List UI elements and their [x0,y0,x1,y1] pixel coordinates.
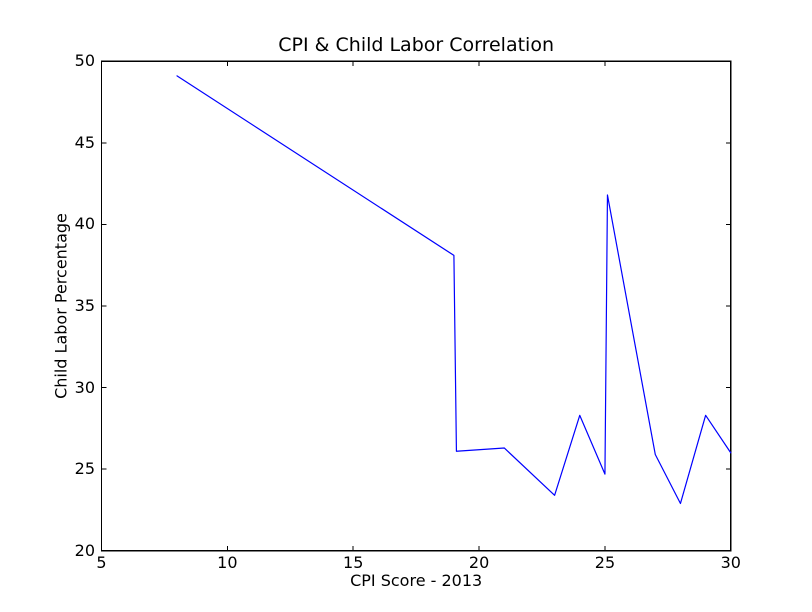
x-tick-label: 20 [468,552,490,572]
y-tick-label: 35 [74,296,95,315]
y-tick-label: 20 [74,540,95,560]
x-tick-label: 25 [594,552,616,572]
y-tick-label: 30 [74,377,95,397]
x-tick-label: 5 [96,552,107,572]
x-tick-label: 30 [720,552,741,572]
y-tick-label: 25 [74,459,95,479]
y-tick-label: 50 [74,51,95,71]
x-tick-label: 10 [217,552,238,572]
chart-title: CPI & Child Labor Correlation [278,34,555,56]
y-tick-label: 40 [74,214,95,234]
data-line-child-labor-percentage-vs-cpi [176,75,732,505]
x-axis-label: CPI Score - 2013 [350,571,483,590]
axes-frame [100,60,732,552]
x-tick-label: 15 [343,552,364,572]
y-tick-label: 45 [74,132,95,152]
